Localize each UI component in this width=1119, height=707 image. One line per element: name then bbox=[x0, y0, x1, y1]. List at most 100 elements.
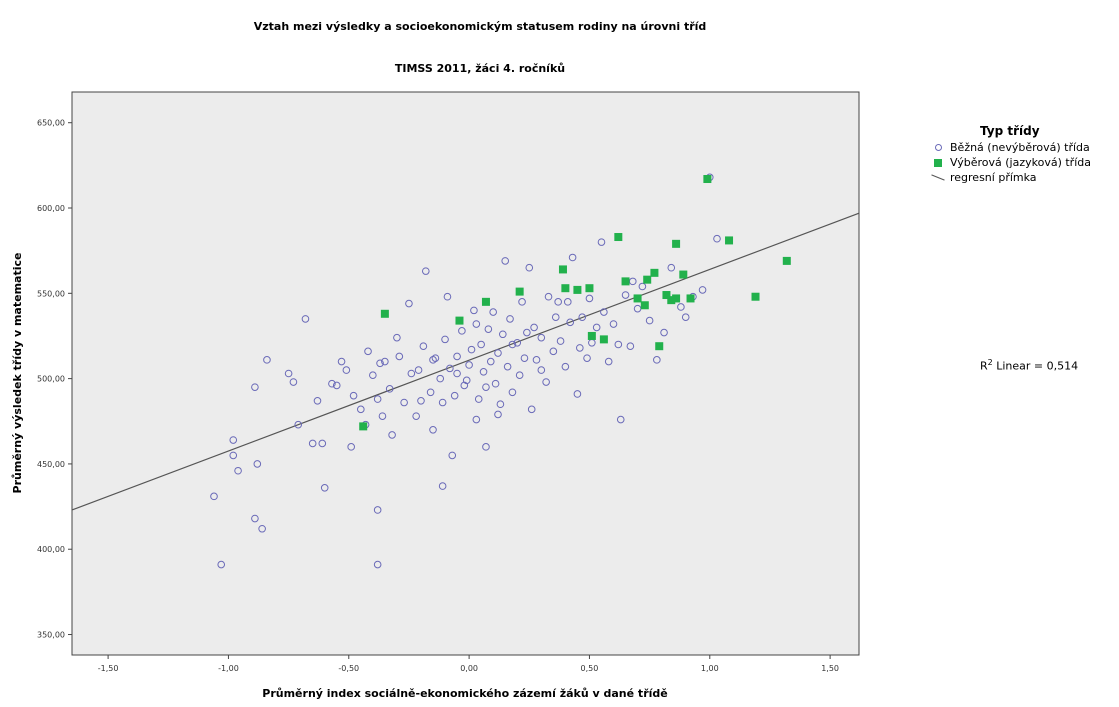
legend: Typ třídy Běžná (nevýběrová) třída Výběr… bbox=[930, 124, 1091, 185]
chart-title: Vztah mezi výsledky a socioekonomickým s… bbox=[253, 20, 707, 33]
scatter-point-bezna bbox=[414, 366, 423, 374]
scatter-point-bezna bbox=[229, 451, 238, 460]
scatter-point-bezna bbox=[563, 298, 572, 306]
scatter-point-bezna bbox=[638, 282, 647, 291]
scatter-point-vyberova bbox=[679, 270, 688, 279]
scatter-point-vyberova bbox=[672, 239, 681, 248]
scatter-point-bezna bbox=[450, 391, 459, 400]
scatter-point-vyberova bbox=[643, 275, 652, 284]
scatter-point-vyberova bbox=[703, 175, 712, 184]
scatter-point-bezna bbox=[660, 328, 668, 337]
scatter-point-bezna bbox=[681, 313, 690, 322]
points-layer bbox=[210, 173, 791, 569]
scatter-point-vyberova bbox=[599, 335, 608, 344]
regression-line bbox=[71, 212, 860, 511]
scatter-point-bezna bbox=[506, 315, 514, 323]
scatter-point-bezna bbox=[251, 514, 259, 523]
scatter-point-bezna bbox=[347, 443, 355, 451]
scatter-point-vyberova bbox=[667, 296, 676, 305]
scatter-point-bezna bbox=[542, 378, 550, 386]
scatter-point-bezna bbox=[438, 398, 447, 407]
scatter-point-bezna bbox=[474, 395, 483, 403]
scatter-point-bezna bbox=[566, 318, 574, 327]
scatter-point-bezna bbox=[523, 328, 531, 337]
scatter-point-bezna bbox=[332, 381, 341, 390]
scatter-point-bezna bbox=[320, 484, 329, 492]
scatter-point-bezna bbox=[537, 366, 546, 374]
scatter-point-bezna bbox=[585, 294, 594, 303]
x-tick-label: 1,50 bbox=[821, 664, 839, 673]
scatter-point-vyberova bbox=[640, 301, 649, 310]
scatter-point-vyberova bbox=[672, 294, 681, 303]
scatter-point-bezna bbox=[576, 344, 584, 352]
scatter-point-vyberova bbox=[650, 268, 659, 277]
scatter-point-bezna bbox=[373, 395, 382, 403]
x-tick-label: -1,00 bbox=[218, 664, 239, 673]
scatter-point-bezna bbox=[217, 560, 226, 569]
scatter-point-bezna bbox=[494, 349, 502, 357]
scatter-point-bezna bbox=[496, 400, 505, 409]
scatter-point-bezna bbox=[443, 292, 452, 301]
x-tick-label: 0,50 bbox=[581, 664, 599, 673]
scatter-point-bezna bbox=[369, 371, 377, 380]
scatter-point-bezna bbox=[438, 482, 447, 490]
scatter-point-bezna bbox=[508, 340, 517, 349]
scatter-point-bezna bbox=[501, 257, 510, 265]
r-squared-text: Linear = 0,514 bbox=[996, 359, 1079, 373]
scatter-point-bezna bbox=[508, 388, 517, 397]
scatter-point-bezna bbox=[544, 292, 553, 301]
legend-item-bezna: Běžná (nevýběrová) třída bbox=[930, 140, 1091, 155]
x-tick-label: -0,50 bbox=[338, 664, 359, 673]
scatter-point-bezna bbox=[294, 420, 303, 429]
scatter-point-bezna bbox=[446, 364, 454, 373]
chart-subtitle: TIMSS 2011, žáci 4. ročníků bbox=[394, 62, 566, 75]
scatter-point-bezna bbox=[328, 379, 336, 388]
scatter-point-bezna bbox=[407, 369, 416, 378]
scatter-point-bezna bbox=[349, 391, 358, 400]
scatter-point-bezna bbox=[486, 357, 495, 366]
scatter-point-bezna bbox=[373, 506, 382, 514]
scatter-point-bezna bbox=[527, 405, 536, 414]
scatter-point-bezna bbox=[453, 369, 461, 378]
scatter-point-bezna bbox=[520, 354, 529, 362]
scatter-point-bezna bbox=[645, 316, 654, 325]
scatter-point-bezna bbox=[253, 460, 262, 468]
scatter-point-bezna bbox=[381, 357, 389, 366]
scatter-point-bezna bbox=[429, 426, 437, 434]
scatter-point-bezna bbox=[554, 298, 562, 306]
y-axis: 350,00 400,00 450,00 500,00 550,00 600,00 650,… bbox=[37, 119, 72, 640]
scatter-point-bezna bbox=[373, 560, 382, 569]
scatter-point-bezna bbox=[472, 320, 481, 328]
scatter-point-bezna bbox=[251, 383, 259, 391]
scatter-point-bezna bbox=[400, 398, 408, 407]
scatter-point-bezna bbox=[378, 412, 387, 420]
scatter-point-bezna bbox=[405, 299, 413, 308]
scatter-point-bezna bbox=[515, 371, 524, 380]
scatter-point-vyberova bbox=[655, 342, 664, 351]
scatter-point-bezna bbox=[573, 390, 582, 398]
x-tick-label: 1,00 bbox=[701, 664, 719, 673]
scatter-point-vyberova bbox=[585, 284, 594, 293]
x-axis: -1,50 -1,00 -0,50 0,00 0,50 1,00 1,50 bbox=[98, 655, 839, 673]
scatter-point-vyberova bbox=[455, 316, 464, 325]
legend-label-regression: regresní přímka bbox=[950, 171, 1037, 184]
scatter-point-bezna bbox=[462, 376, 471, 385]
scatter-point-bezna bbox=[301, 315, 310, 323]
scatter-point-bezna bbox=[518, 298, 526, 306]
scatter-point-bezna bbox=[532, 356, 541, 364]
scatter-point-bezna bbox=[482, 443, 490, 451]
scatter-point-bezna bbox=[472, 415, 481, 424]
scatter-point-bezna bbox=[568, 253, 577, 262]
scatter-point-vyberova bbox=[782, 256, 791, 265]
scatter-point-bezna bbox=[470, 306, 478, 315]
scatter-point-bezna bbox=[431, 354, 440, 362]
scatter-point-bezna bbox=[364, 347, 372, 356]
scatter-point-bezna bbox=[614, 340, 623, 349]
x-axis-label: Průměrný index sociálně-ekonomického záz… bbox=[262, 687, 667, 700]
scatter-point-bezna bbox=[621, 291, 630, 299]
scatter-point-vyberova bbox=[686, 294, 695, 303]
scatter-point-bezna bbox=[426, 388, 435, 397]
scatter-point-bezna bbox=[525, 263, 534, 272]
scatter-point-bezna bbox=[453, 352, 461, 361]
